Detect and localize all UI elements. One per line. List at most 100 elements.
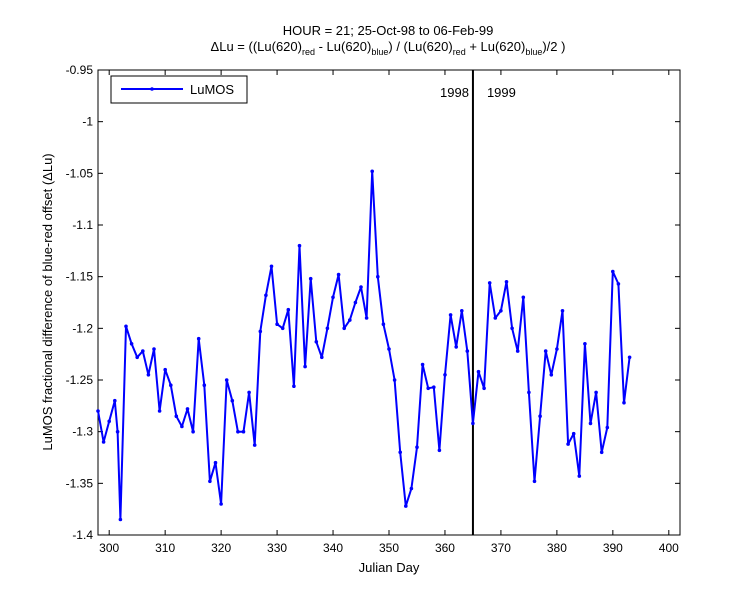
data-point [583,342,587,346]
data-point [196,336,201,341]
data-point [555,347,559,351]
data-point [543,349,548,353]
legend-marker-swatch [150,87,154,91]
x-tick-label: 360 [435,541,455,555]
x-tick-label: 340 [323,541,343,555]
data-point [532,479,537,484]
data-point [510,326,514,331]
data-point [174,414,179,419]
chart-subtitle: ΔLu = ((Lu(620)red - Lu(620)blue) / (Lu(… [211,39,566,57]
y-tick-label: -0.95 [66,63,94,77]
data-point [426,386,431,391]
data-point [157,409,162,413]
y-tick-label: -1.4 [72,528,93,542]
y-tick-label: -1.15 [66,270,94,284]
data-point [331,295,335,300]
data-point [627,355,632,360]
data-point [460,309,464,313]
data-point [152,347,156,351]
data-point [185,407,190,411]
data-point [113,398,117,403]
data-point [566,442,570,446]
data-point [107,419,111,424]
data-point [115,429,120,434]
data-point [353,300,358,305]
data-point [454,345,459,349]
data-point [482,386,486,391]
data-point [521,295,526,300]
data-point [169,383,173,388]
data-point [224,378,229,382]
chart-title: HOUR = 21; 25-Oct-98 to 06-Feb-99 [283,23,494,38]
data-point [96,409,100,413]
data-point [392,378,397,382]
data-point [599,450,604,455]
data-point [420,362,425,367]
year-1998-label: 1998 [440,85,469,100]
data-point [252,443,257,447]
x-tick-label: 370 [491,541,511,555]
data-point [342,326,347,331]
data-point [594,390,598,395]
data-point [398,450,403,455]
data-point [409,486,414,491]
data-point [275,322,279,327]
data-point [303,364,307,369]
data-point [370,169,375,174]
data-point [549,373,554,377]
x-axis-label: Julian Day [359,560,420,575]
data-point [336,272,341,277]
data-point [208,479,212,484]
data-point [118,517,123,522]
data-point [622,400,626,405]
legend-entry-lumos: LuMOS [190,82,234,97]
data-point [376,274,380,279]
legend: LuMOS [110,75,248,104]
plot-area [97,69,681,536]
data-point [124,324,128,329]
data-point [448,313,453,317]
y-axis: -0.95 -1 -1.05 -1.1 -1.15 -1.2 -1.25 -1.3 -1.35 -… [66,63,680,542]
data-point [269,264,274,269]
y-axis-label: LuMOS fractional difference of blue-red … [40,153,55,450]
data-point [611,269,615,274]
data-point [588,421,593,426]
data-point [387,347,391,351]
data-point [314,340,319,344]
y-tick-label: -1 [82,115,93,129]
y-tick-label: -1.1 [72,218,93,232]
x-tick-label: 400 [659,541,679,555]
data-point [471,421,475,426]
data-point [213,460,218,465]
data-point [437,448,442,453]
data-point [364,316,369,320]
x-tick-label: 300 [99,541,119,555]
data-point [476,369,481,374]
x-tick-label: 330 [267,541,287,555]
data-point [297,243,302,248]
data-point [320,355,324,360]
data-point [415,445,419,450]
data-point [264,293,268,298]
x-tick-label: 390 [603,541,623,555]
data-point [359,285,363,289]
data-point [191,429,195,434]
data-point [163,367,167,372]
year-1999-label: 1999 [487,85,516,100]
data-point [135,355,139,360]
data-point [101,440,106,444]
data-point [493,316,498,320]
data-point [129,342,134,346]
series-layer [96,169,632,522]
data-point [180,424,184,429]
data-point [443,373,447,377]
data-point [605,425,610,430]
x-tick-label: 310 [155,541,175,555]
data-point [308,276,313,281]
x-tick-label: 320 [211,541,231,555]
data-point [348,318,352,322]
y-tick-label: -1.05 [66,166,94,180]
data-point [202,383,207,388]
x-tick-label: 350 [379,541,399,555]
